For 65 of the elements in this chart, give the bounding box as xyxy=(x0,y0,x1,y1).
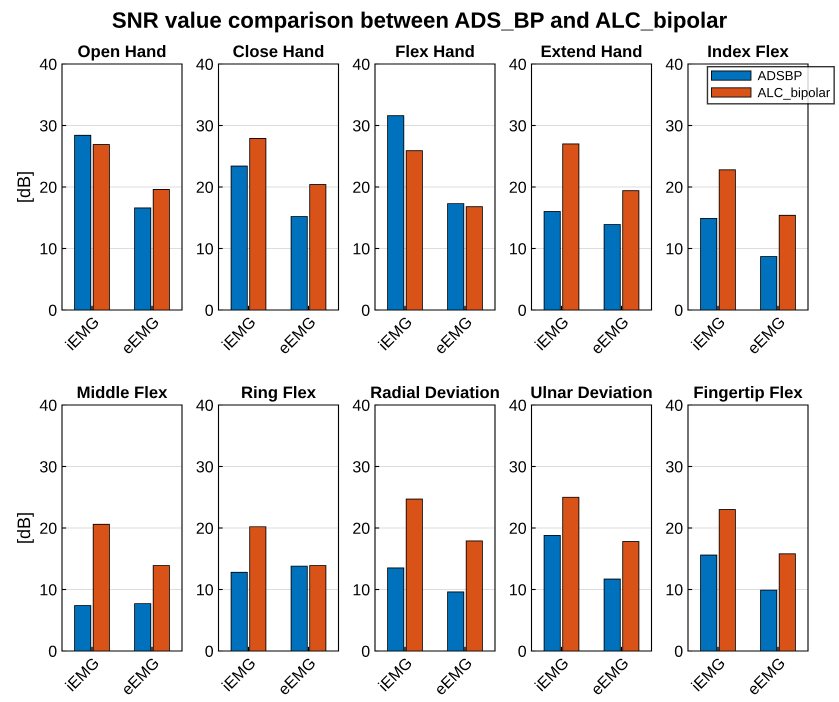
y-tick-label: 20 xyxy=(666,182,683,193)
y-tick-label: 10 xyxy=(666,243,683,254)
y-tick-label: 30 xyxy=(196,461,214,472)
y-tick-label: 40 xyxy=(40,400,57,411)
y-tick-label: 10 xyxy=(354,243,370,254)
y-tick-label: 30 xyxy=(509,461,526,472)
y-tick-label: 20 xyxy=(353,182,370,193)
y-tick-label: 20 xyxy=(510,182,526,193)
y-tick-label: 0 xyxy=(205,304,214,316)
y-tick-label: 10 xyxy=(510,584,526,596)
y-tick-label: 0 xyxy=(205,646,214,657)
y-tick-label: 40 xyxy=(196,58,214,70)
y-tick-label: 20 xyxy=(666,522,683,534)
y-tick-label: 20 xyxy=(40,522,57,534)
y-axis-title: [dB] xyxy=(16,172,34,202)
y-tick-label: 20 xyxy=(510,522,526,534)
y-tick-label: 40 xyxy=(352,58,370,70)
y-tick-label: 10 xyxy=(40,243,57,254)
y-tick-label: 40 xyxy=(509,400,526,411)
y-tick-label: 40 xyxy=(352,400,370,411)
y-tick-label: 10 xyxy=(666,584,683,596)
y-tick-label: 20 xyxy=(40,182,57,193)
text: SNR value comparison between ADS_BP and ALC_bipolar xyxy=(112,12,727,32)
chart-title: Radial Deviation xyxy=(371,386,499,398)
chart-title: Ring Flex xyxy=(242,386,316,402)
y-tick-label: 0 xyxy=(48,304,57,316)
legend-label: ADSBP xyxy=(758,70,802,80)
y-tick-label: 20 xyxy=(196,522,214,534)
y-tick-label: 40 xyxy=(666,58,683,70)
y-axis-title: [dB] xyxy=(16,513,34,543)
y-tick-label: 30 xyxy=(352,120,370,132)
y-tick-label: 10 xyxy=(197,243,214,254)
y-tick-label: 30 xyxy=(40,461,57,472)
y-tick-label: 0 xyxy=(674,646,683,657)
y-tick-label: 40 xyxy=(509,58,526,70)
y-tick-label: 20 xyxy=(196,182,214,193)
y-tick-label: 10 xyxy=(354,584,370,596)
y-tick-label: 10 xyxy=(40,584,57,596)
y-tick-label: 40 xyxy=(40,58,57,70)
chart-title: Ulnar Deviation xyxy=(531,386,652,398)
chart-title: Middle Flex xyxy=(78,386,168,398)
y-tick-label: 30 xyxy=(352,461,370,472)
chart-title: Fingertip Flex xyxy=(694,386,803,402)
legend-label: ALC_bipolar xyxy=(758,88,830,100)
y-tick-label: 0 xyxy=(362,646,370,657)
y-tick-label: 30 xyxy=(666,461,683,472)
y-tick-label: 0 xyxy=(362,304,370,316)
chart-title: Open Hand xyxy=(78,44,166,61)
chart-title: Close Hand xyxy=(233,44,324,58)
y-tick-label: 20 xyxy=(353,522,370,534)
y-tick-label: 0 xyxy=(674,304,683,316)
y-tick-label: 10 xyxy=(510,243,526,254)
chart-title: Index Flex xyxy=(708,44,789,58)
y-tick-label: 0 xyxy=(48,646,57,657)
chart-title: Flex Hand xyxy=(396,44,474,58)
y-tick-label: 0 xyxy=(518,304,526,316)
y-tick-label: 30 xyxy=(196,120,214,132)
y-tick-label: 40 xyxy=(666,400,683,411)
chart-title: Extend Hand xyxy=(542,44,642,58)
y-tick-label: 0 xyxy=(518,646,526,657)
y-tick-label: 40 xyxy=(196,400,214,411)
y-tick-label: 10 xyxy=(197,584,214,596)
y-tick-label: 30 xyxy=(40,120,57,132)
y-tick-label: 30 xyxy=(666,120,683,132)
y-tick-label: 30 xyxy=(509,120,526,132)
